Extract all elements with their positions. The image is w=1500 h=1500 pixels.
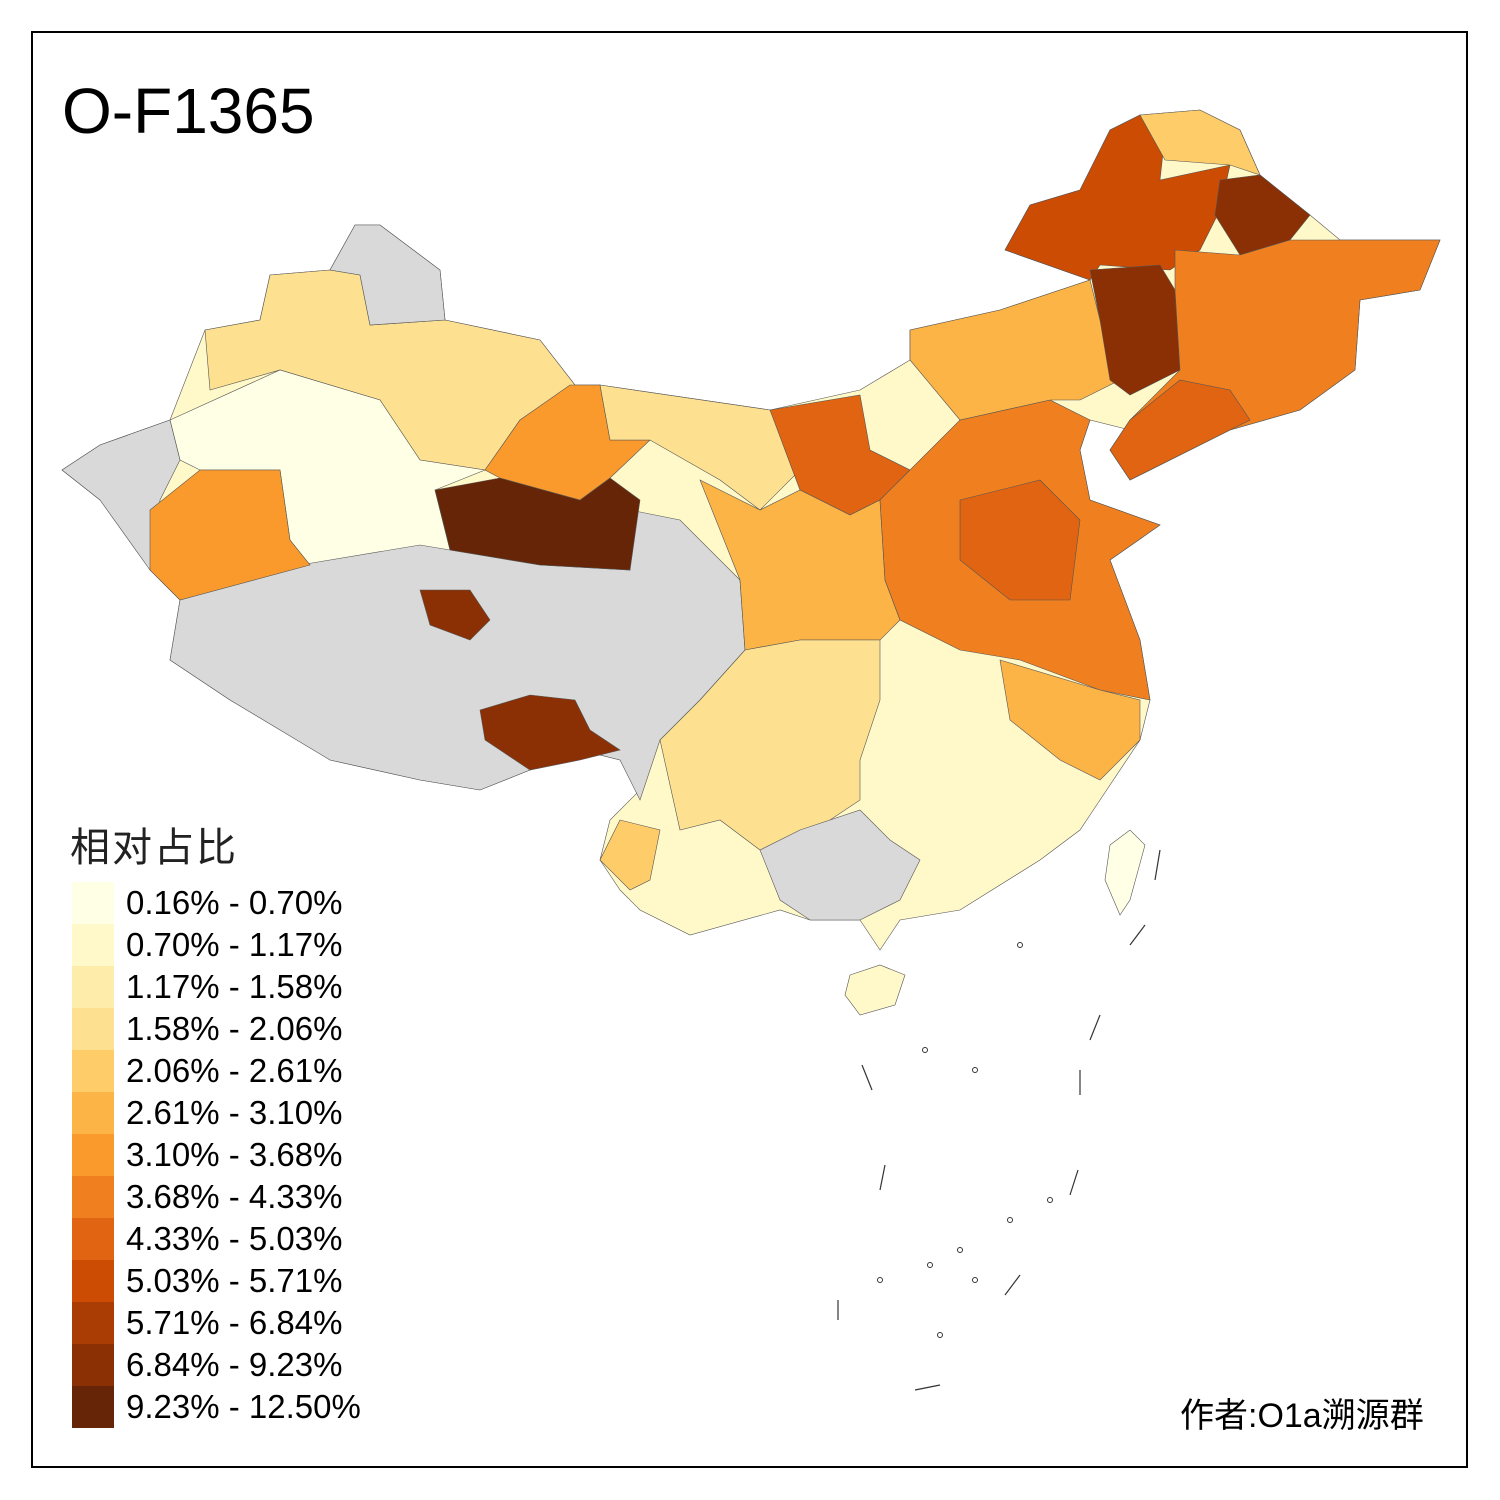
legend-label: 0.16% - 0.70% — [126, 884, 343, 921]
legend-label: 6.84% - 9.23% — [126, 1346, 343, 1383]
boundary-dash — [1069, 1169, 1079, 1196]
legend-swatch — [72, 1176, 114, 1218]
legend-label: 1.58% - 2.06% — [126, 1010, 343, 1047]
legend-swatch — [72, 1302, 114, 1344]
legend-label: 3.68% - 4.33% — [126, 1178, 343, 1215]
map-region — [1089, 264, 1181, 396]
boundary-dash — [1089, 1014, 1101, 1041]
legend-item: 2.06% - 2.61% — [72, 1050, 361, 1092]
map-region — [959, 479, 1081, 601]
island-marker — [1017, 942, 1023, 948]
boundary-dash — [1004, 1274, 1021, 1296]
legend: 0.16% - 0.70% 0.70% - 1.17% 1.17% - 1.58% 1… — [72, 882, 361, 1428]
legend-swatch — [72, 1218, 114, 1260]
legend-label: 2.61% - 3.10% — [126, 1094, 343, 1131]
map-region — [479, 694, 621, 771]
legend-item: 9.23% - 12.50% — [72, 1386, 361, 1428]
legend-label: 3.10% - 3.68% — [126, 1136, 343, 1173]
legend-label: 2.06% - 2.61% — [126, 1052, 343, 1089]
legend-swatch — [72, 1386, 114, 1428]
map-region — [999, 659, 1141, 781]
legend-item: 0.16% - 0.70% — [72, 882, 361, 924]
legend-label: 9.23% - 12.50% — [126, 1388, 361, 1425]
map-frame — [31, 31, 1468, 1468]
island-marker — [937, 1332, 943, 1338]
boundary-dash — [1129, 924, 1146, 946]
island-marker — [927, 1262, 933, 1268]
legend-label: 1.17% - 1.58% — [126, 968, 343, 1005]
boundary-dash — [879, 1164, 886, 1191]
map-region — [1004, 114, 1231, 281]
legend-swatch — [72, 1260, 114, 1302]
map-title: O-F1365 — [62, 75, 315, 147]
map-region — [844, 964, 906, 1016]
legend-swatch — [72, 1050, 114, 1092]
legend-item: 1.58% - 2.06% — [72, 1008, 361, 1050]
legend-item: 5.71% - 6.84% — [72, 1302, 361, 1344]
legend-item: 5.03% - 5.71% — [72, 1260, 361, 1302]
legend-item: 1.17% - 1.58% — [72, 966, 361, 1008]
legend-item: 2.61% - 3.10% — [72, 1092, 361, 1134]
legend-label: 5.71% - 6.84% — [126, 1304, 343, 1341]
map-region — [759, 809, 921, 921]
legend-title: 相对占比 — [70, 826, 238, 870]
island-marker — [972, 1277, 978, 1283]
legend-item: 3.10% - 3.68% — [72, 1134, 361, 1176]
map-region — [1109, 379, 1251, 481]
map-region — [1104, 829, 1146, 916]
legend-label: 5.03% - 5.71% — [126, 1262, 343, 1299]
boundary-dash — [914, 1384, 941, 1391]
legend-item: 6.84% - 9.23% — [72, 1344, 361, 1386]
island-marker — [972, 1067, 978, 1073]
island-marker — [1007, 1217, 1013, 1223]
legend-item: 0.70% - 1.17% — [72, 924, 361, 966]
legend-item: 3.68% - 4.33% — [72, 1176, 361, 1218]
island-marker — [1047, 1197, 1053, 1203]
boundary-dash — [1154, 849, 1161, 881]
legend-swatch — [72, 882, 114, 924]
map-region — [329, 224, 446, 326]
legend-swatch — [72, 924, 114, 966]
legend-swatch — [72, 966, 114, 1008]
legend-item: 4.33% - 5.03% — [72, 1218, 361, 1260]
island-marker — [877, 1277, 883, 1283]
boundary-dash — [861, 1064, 873, 1091]
legend-label: 0.70% - 1.17% — [126, 926, 343, 963]
map-region — [599, 819, 661, 891]
map-region — [149, 469, 311, 601]
legend-swatch — [72, 1008, 114, 1050]
author-credit: 作者:O1a溯源群 — [1180, 1397, 1424, 1435]
legend-swatch — [72, 1344, 114, 1386]
island-marker — [922, 1047, 928, 1053]
legend-swatch — [72, 1092, 114, 1134]
map-region — [909, 279, 1121, 421]
legend-swatch — [72, 1134, 114, 1176]
map-region — [419, 589, 491, 641]
island-marker — [957, 1247, 963, 1253]
legend-label: 4.33% - 5.03% — [126, 1220, 343, 1257]
